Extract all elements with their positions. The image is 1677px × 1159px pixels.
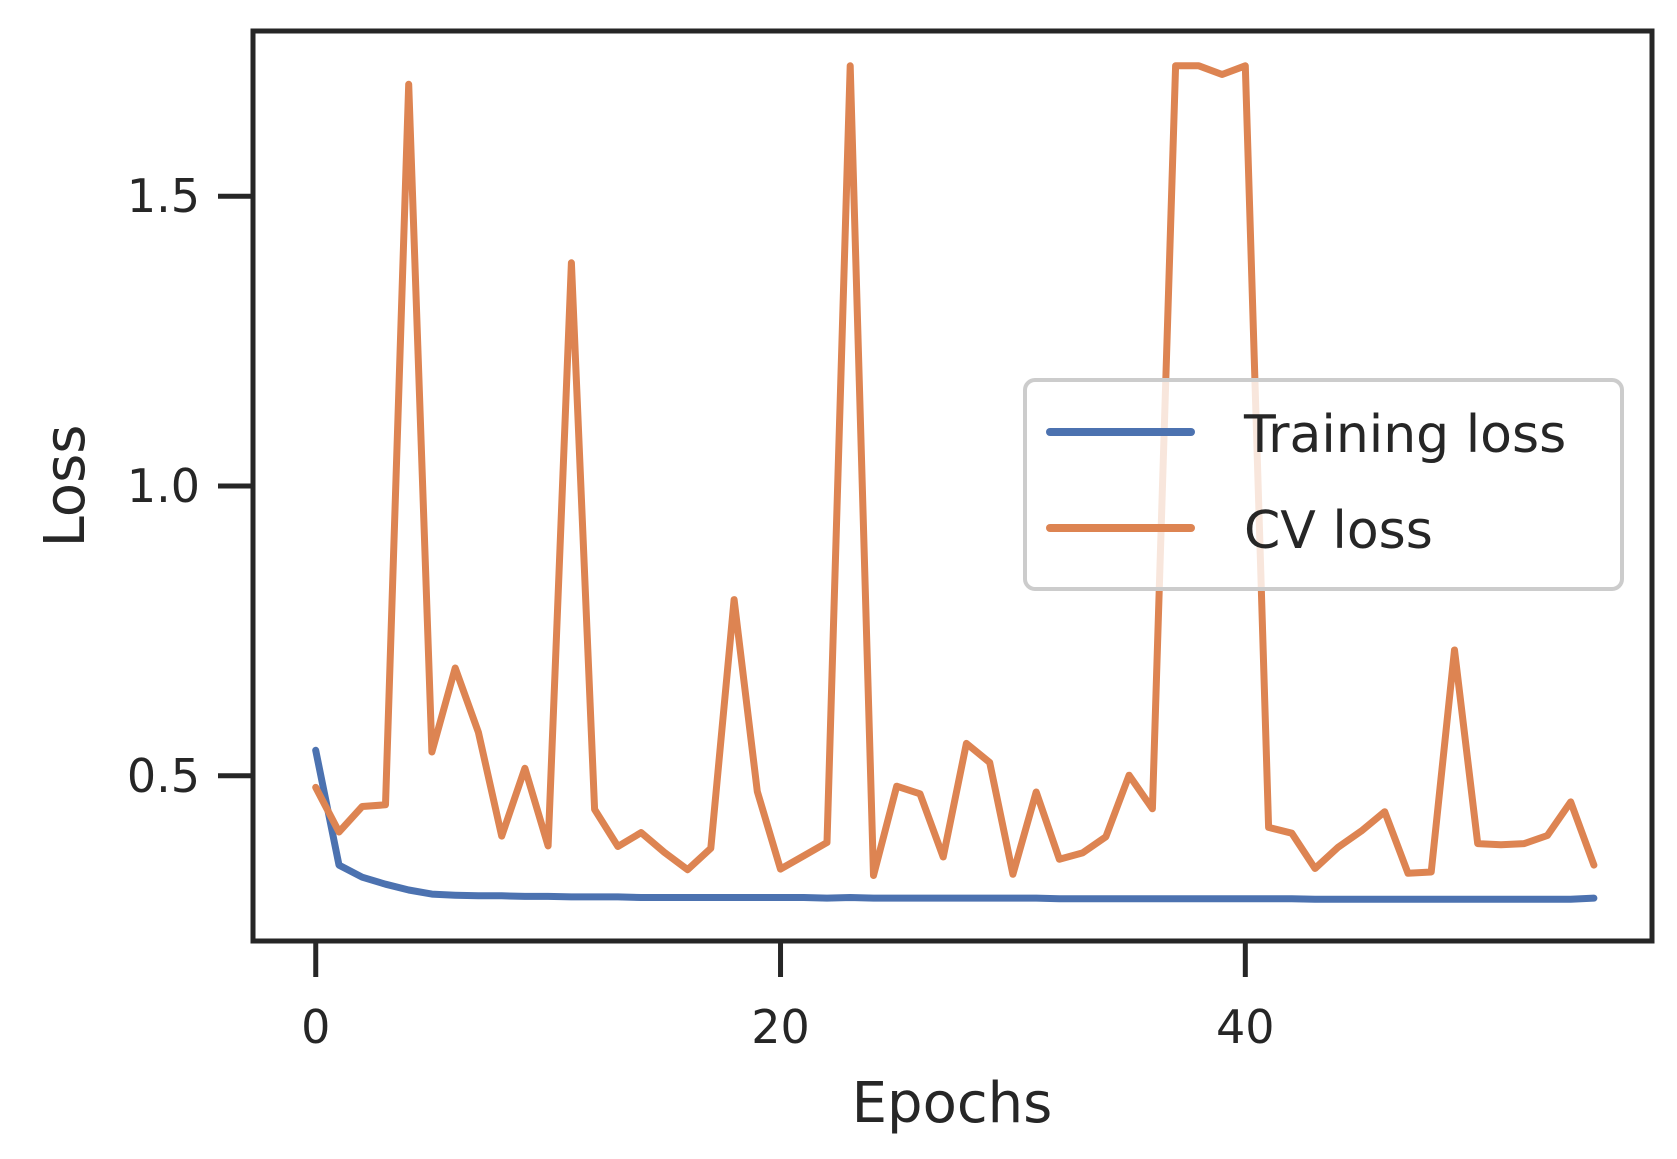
series-line-cv-loss xyxy=(312,62,1598,879)
legend: Training loss CV loss xyxy=(1023,378,1624,591)
x-axis-label: Epochs xyxy=(852,1071,1053,1136)
y-tick-label: 1.0 xyxy=(127,459,200,513)
y-tick-label: 1.5 xyxy=(127,169,200,223)
series-layer xyxy=(312,62,1598,903)
y-axis-label: Loss xyxy=(33,425,98,548)
x-tick-label: 40 xyxy=(1216,1000,1275,1054)
y-axis-ticks: 0.5 1.0 1.5 xyxy=(127,169,253,803)
legend-label-training-loss: Training loss xyxy=(1243,405,1566,465)
series-line-training-loss xyxy=(312,746,1598,903)
x-tick-label: 0 xyxy=(301,1000,330,1054)
legend-label-cv-loss: CV loss xyxy=(1244,501,1433,561)
x-tick-label: 20 xyxy=(751,1000,810,1054)
x-axis-ticks: 0 20 40 xyxy=(301,941,1275,1054)
y-tick-label: 0.5 xyxy=(127,749,200,803)
